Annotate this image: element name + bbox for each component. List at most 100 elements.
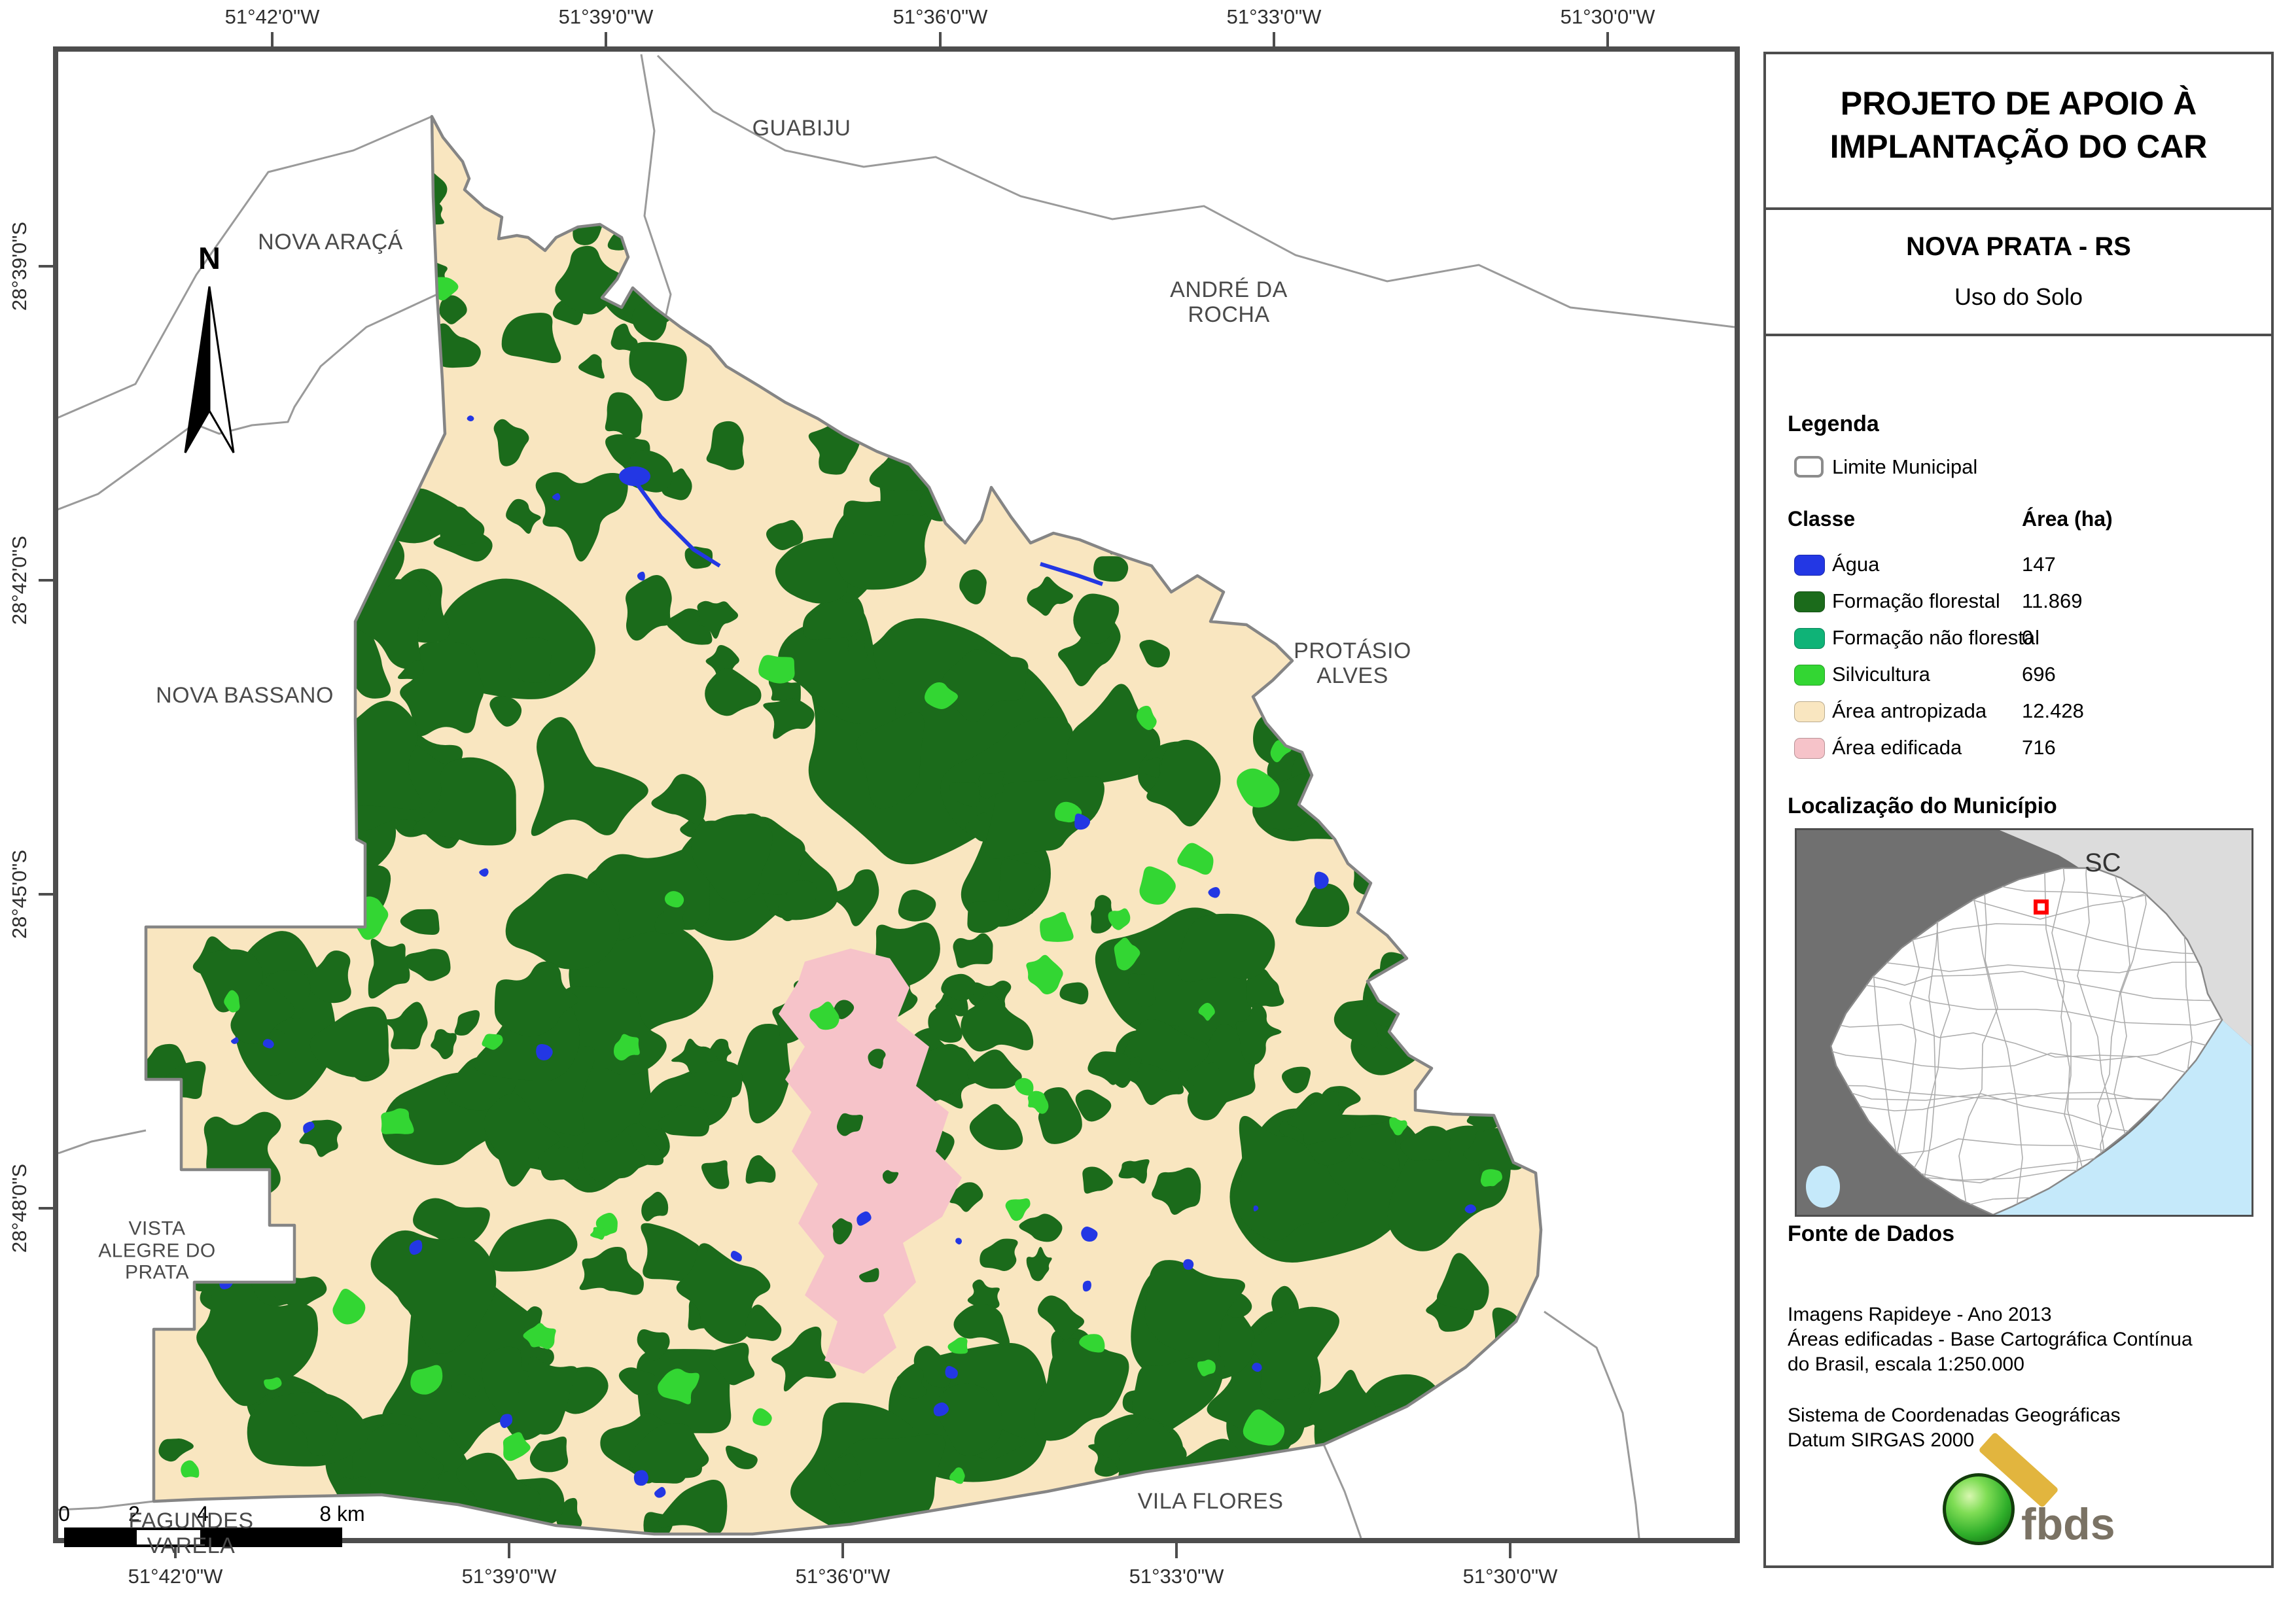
forest-island bbox=[832, 1218, 853, 1245]
forest-patch bbox=[1332, 411, 1366, 445]
forest-patch bbox=[529, 1436, 569, 1473]
forest-patch bbox=[980, 1238, 1018, 1271]
pond bbox=[945, 1365, 958, 1379]
water-bodies bbox=[191, 338, 1477, 1520]
silviculture-patch bbox=[1055, 801, 1082, 823]
forest-patch bbox=[1019, 1213, 1063, 1242]
lon-tick-bottom bbox=[508, 1541, 510, 1558]
map-subtitle: Uso do Solo bbox=[1954, 283, 2083, 310]
forest-patch bbox=[235, 1182, 265, 1215]
pond bbox=[633, 1470, 648, 1486]
pond bbox=[933, 1402, 949, 1416]
forest-patch bbox=[766, 519, 804, 550]
silviculture-patch bbox=[664, 891, 684, 908]
source-heading: Fonte de Dados bbox=[1788, 1221, 1955, 1246]
forest-patch bbox=[582, 1133, 645, 1183]
forest-patch bbox=[1152, 1167, 1201, 1215]
legend-class-label: Formação não florestal bbox=[1832, 626, 2040, 649]
forest-patch bbox=[898, 889, 936, 922]
silviculture-patch bbox=[1198, 1002, 1215, 1021]
forest-patch bbox=[370, 1230, 497, 1354]
forest-patch bbox=[745, 1155, 776, 1184]
silviculture-patch bbox=[523, 1323, 556, 1350]
legend-class-swatch bbox=[1794, 701, 1825, 722]
forest-patch bbox=[605, 392, 643, 439]
neighbor-boundary-line bbox=[58, 115, 433, 419]
lon-tick-bottom bbox=[174, 1541, 177, 1558]
legend-col-classe: Classe bbox=[1788, 507, 1856, 531]
forest-patch bbox=[726, 1445, 758, 1469]
forest-patch bbox=[959, 569, 987, 604]
silviculture-patch bbox=[1389, 1117, 1407, 1136]
forest-patch bbox=[1305, 689, 1378, 769]
silviculture-patch bbox=[658, 1369, 699, 1405]
forest-patch bbox=[1245, 968, 1284, 1008]
forest-patch bbox=[413, 1198, 490, 1251]
silviculture-patch bbox=[1079, 1334, 1105, 1353]
municipality-name: NOVA PRATA - RS bbox=[1906, 232, 2131, 261]
locator-ocean bbox=[1993, 1020, 2252, 1215]
lon-label-bottom: 51°36'0"W bbox=[795, 1565, 891, 1588]
forest-patch bbox=[439, 295, 467, 324]
forest-patch bbox=[1287, 1091, 1356, 1145]
north-arrow-icon bbox=[184, 286, 235, 453]
forest-patch bbox=[658, 1480, 728, 1534]
scalebar-number: 4 bbox=[197, 1502, 209, 1526]
legend-class-area: 0 bbox=[2022, 626, 2034, 649]
forest-patch bbox=[1347, 1467, 1421, 1522]
forest-patch bbox=[494, 961, 578, 1037]
forest-patch bbox=[1295, 883, 1350, 928]
legend-heading: Legenda bbox=[1788, 411, 1879, 436]
forest-patch bbox=[658, 1105, 710, 1137]
scalebar-number: 8 km bbox=[319, 1502, 365, 1526]
forest-patch bbox=[1139, 640, 1171, 668]
neighbor-label: FAGUNDES VARELA bbox=[128, 1508, 254, 1558]
silviculture-patch bbox=[1005, 1198, 1031, 1221]
forest-patch bbox=[967, 899, 1009, 934]
silviculture-patch bbox=[1373, 752, 1403, 781]
silviculture-patch bbox=[224, 990, 240, 1013]
forest-patch bbox=[501, 313, 561, 364]
forest-patch bbox=[1251, 1306, 1339, 1400]
silviculture-patch bbox=[925, 682, 958, 709]
forest-patch bbox=[1282, 1066, 1311, 1094]
forest-patch bbox=[1436, 1253, 1489, 1311]
forest-patch bbox=[629, 1423, 709, 1484]
forest-patch bbox=[329, 285, 396, 364]
forest-patch bbox=[512, 1356, 578, 1435]
neighbor-label: PROTÁSIO ALVES bbox=[1294, 638, 1411, 688]
lon-label-bottom: 51°39'0"W bbox=[461, 1565, 557, 1588]
silviculture-patch bbox=[1108, 908, 1131, 930]
forest-patch bbox=[1066, 684, 1161, 784]
silviculture-patch bbox=[482, 1034, 503, 1050]
neighbor-label: ANDRÉ DA ROCHA bbox=[1170, 277, 1288, 327]
forest-patch bbox=[1128, 973, 1156, 1007]
forest-patch bbox=[368, 938, 410, 999]
panel-divider bbox=[1763, 207, 2274, 210]
forest-patch bbox=[510, 637, 553, 684]
lat-label-left: 28°48'0"S bbox=[8, 1163, 31, 1253]
forest-patch bbox=[641, 1223, 709, 1284]
forest-patch bbox=[255, 1029, 296, 1077]
forest-patch bbox=[493, 419, 529, 466]
legend-class-area: 147 bbox=[2022, 553, 2056, 576]
forest-patch bbox=[728, 216, 779, 264]
silviculture-patch bbox=[590, 1227, 607, 1240]
lat-tick-left bbox=[39, 265, 56, 268]
forest-patch bbox=[1082, 1166, 1113, 1194]
silviculture-patch bbox=[264, 1377, 282, 1390]
forest-patch bbox=[1309, 1369, 1377, 1440]
forest-patch bbox=[676, 1243, 771, 1344]
lon-tick-bottom bbox=[1509, 1541, 1511, 1558]
forest-patch bbox=[824, 1453, 861, 1486]
pond bbox=[730, 1251, 742, 1262]
forest-patch bbox=[1123, 1019, 1210, 1072]
forest-island bbox=[859, 1268, 879, 1283]
info-panel: PROJETO DE APOIO À IMPLANTAÇÃO DO CAR NO… bbox=[1763, 52, 2274, 1568]
forest-patch bbox=[489, 696, 522, 727]
forest-patch bbox=[928, 1005, 963, 1043]
forest-patch bbox=[949, 782, 981, 807]
silviculture-patch bbox=[201, 653, 215, 670]
locator-state-rs bbox=[1829, 867, 2223, 1215]
area-edificada-urban bbox=[779, 949, 962, 1374]
